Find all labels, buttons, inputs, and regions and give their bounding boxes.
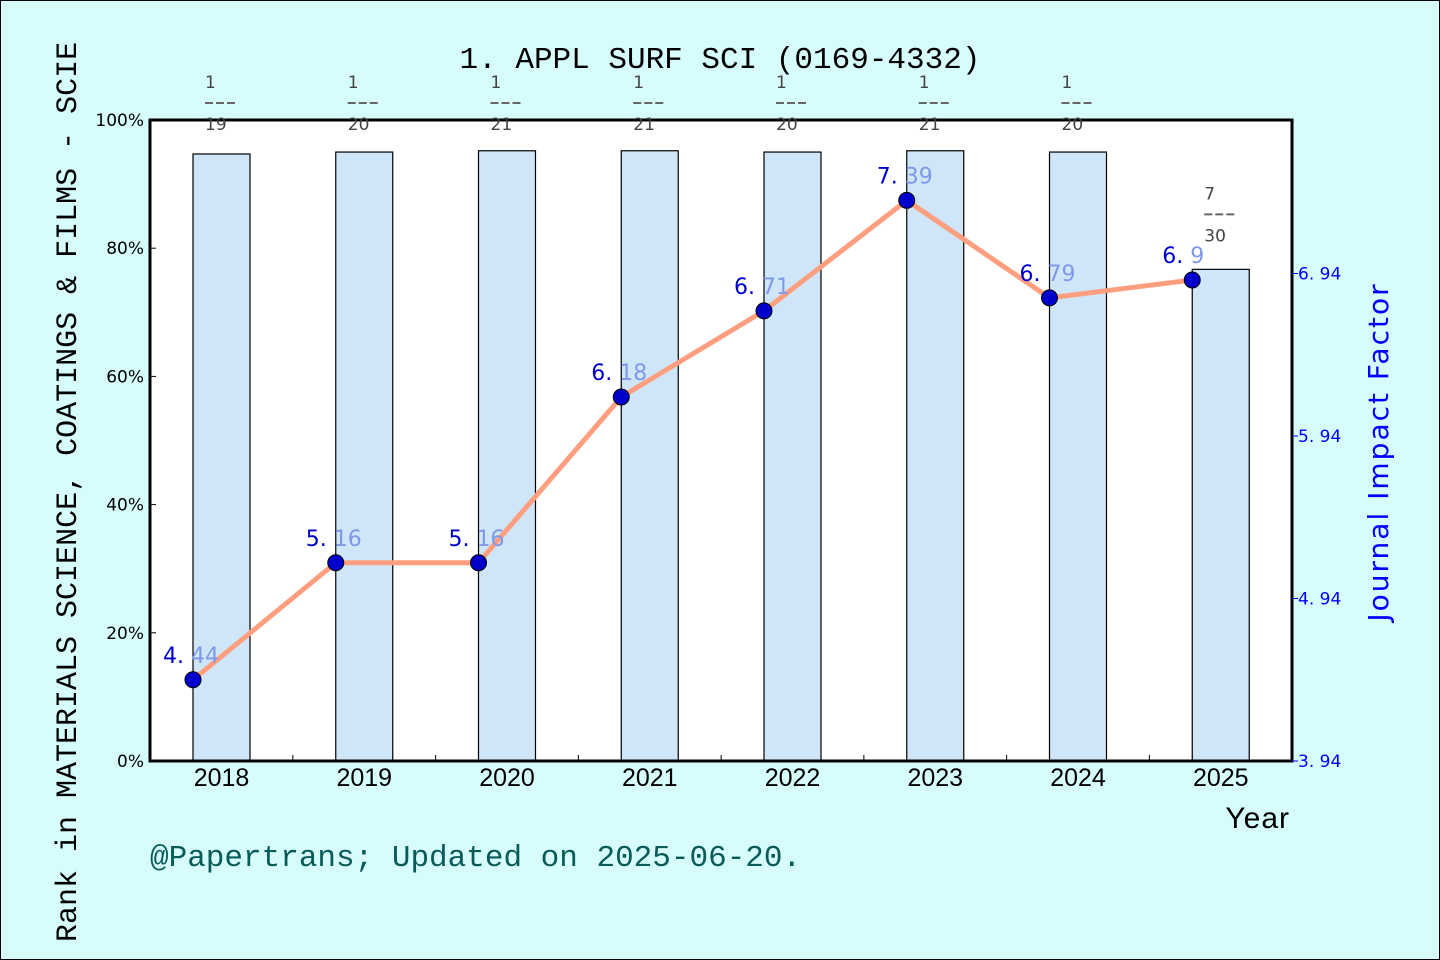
fraction-denominator: 21 (491, 115, 513, 135)
label-decimal-part: 79 (1047, 262, 1075, 287)
rank-bar (1048, 151, 1108, 762)
impact-factor-line (191, 197, 1193, 682)
data-point-marker (898, 191, 916, 209)
rank-fractions: 1 19 1 20 1 21 1 21 1 20 1 21 1 20 7 30 (205, 73, 1237, 246)
fraction-denominator: 20 (348, 115, 370, 135)
label-integer-part: 6. (591, 361, 619, 386)
impact-factor-label: 7. 39 (877, 164, 933, 189)
left-tick-label: 60% (106, 367, 144, 387)
left-tick-label: 40% (106, 496, 144, 516)
fraction-denominator: 21 (919, 115, 941, 135)
impact-factor-label: 6. 9 (1162, 244, 1204, 269)
left-tick-label: 100% (95, 111, 144, 131)
rank-bar (477, 150, 537, 762)
left-tick-label: 0% (117, 752, 144, 772)
x-tick-label: 2023 (907, 764, 963, 792)
left-axis: 0% 20% 40% 60% 80% 100% (95, 111, 156, 772)
right-tick-label: 6. 94 (1298, 265, 1341, 285)
footer-note: @Papertrans; Updated on 2025-06-20. (150, 841, 801, 876)
label-integer-part: 5. (306, 527, 334, 552)
chart-title: 1. APPL SURF SCI (0169-4332) (460, 43, 981, 78)
fraction-denominator: 20 (776, 115, 798, 135)
label-integer-part: 7. (877, 164, 905, 189)
x-tick-label: 2020 (479, 764, 535, 792)
label-decimal-part: 9 (1190, 244, 1204, 269)
right-tick-label: 3. 94 (1298, 752, 1341, 772)
x-axis: 2018 2019 2020 2021 2022 2023 2024 2025 (194, 755, 1249, 792)
line-series (184, 191, 1201, 689)
fraction-numerator: 1 (1062, 73, 1073, 93)
impact-factor-label: 5. 16 (449, 527, 505, 552)
fraction-numerator: 1 (633, 73, 644, 93)
x-tick-label: 2021 (622, 764, 678, 792)
right-axis: 3. 94 4. 94 5. 94 6. 94 (1292, 265, 1341, 772)
fraction-numerator: 1 (348, 73, 359, 93)
fraction-numerator: 1 (205, 73, 216, 93)
left-tick-label: 80% (106, 239, 144, 259)
fraction-denominator: 19 (205, 115, 227, 135)
right-tick-label: 5. 94 (1298, 427, 1341, 447)
data-point-marker (1183, 271, 1201, 289)
x-tick-label: 2025 (1193, 764, 1249, 792)
label-decimal-part: 18 (619, 361, 647, 386)
x-tick-label: 2022 (765, 764, 821, 792)
data-point-marker (327, 554, 345, 572)
left-tick-label: 20% (106, 624, 144, 644)
fraction-numerator: 7 (1204, 184, 1215, 204)
label-decimal-part: 16 (476, 527, 504, 552)
fraction-denominator: 20 (1062, 115, 1084, 135)
x-axis-label: Year (1225, 802, 1290, 835)
impact-factor-label: 5. 16 (306, 527, 362, 552)
data-point-marker (1041, 289, 1058, 307)
rank-bar (335, 151, 394, 762)
label-decimal-part: 44 (191, 644, 219, 669)
label-decimal-part: 39 (905, 164, 933, 189)
impact-factor-label: 6. 18 (591, 361, 647, 386)
fraction-denominator: 30 (1204, 226, 1226, 246)
plot-area (150, 120, 1292, 761)
rank-bar (763, 151, 822, 762)
fraction-numerator: 1 (491, 73, 502, 93)
label-integer-part: 5. (449, 527, 477, 552)
impact-factor-label: 4. 44 (163, 644, 219, 669)
data-point-marker (612, 388, 630, 406)
fraction-denominator: 21 (633, 115, 655, 135)
x-tick-label: 2018 (194, 764, 250, 792)
data-point-marker (184, 671, 202, 689)
right-axis-label: Journal Impact Factor (1362, 282, 1395, 623)
left-axis-label: Rank in MATERIALS SCIENCE, COATINGS & FI… (52, 42, 86, 942)
rank-bar (620, 150, 679, 762)
label-decimal-part: 16 (334, 527, 362, 552)
label-integer-part: 6. (1162, 244, 1190, 269)
label-integer-part: 6. (734, 275, 762, 300)
label-decimal-part: 71 (762, 275, 790, 300)
x-tick-label: 2024 (1050, 764, 1106, 792)
rank-bar (1191, 268, 1250, 762)
x-tick-label: 2019 (336, 764, 392, 792)
point-labels: 4. 445. 16 5. 166. 186. 717. 396. 796. 9 (163, 164, 1204, 668)
fraction-numerator: 1 (776, 73, 787, 93)
impact-factor-label: 6. 79 (1020, 262, 1076, 287)
label-integer-part: 4. (163, 644, 191, 669)
fraction-numerator: 1 (919, 73, 930, 93)
data-point-marker (755, 302, 773, 320)
label-integer-part: 6. (1020, 262, 1048, 287)
impact-factor-label: 6. 71 (734, 275, 790, 300)
rank-bar (906, 150, 965, 762)
right-tick-label: 4. 94 (1298, 590, 1341, 610)
data-point-marker (470, 554, 487, 572)
